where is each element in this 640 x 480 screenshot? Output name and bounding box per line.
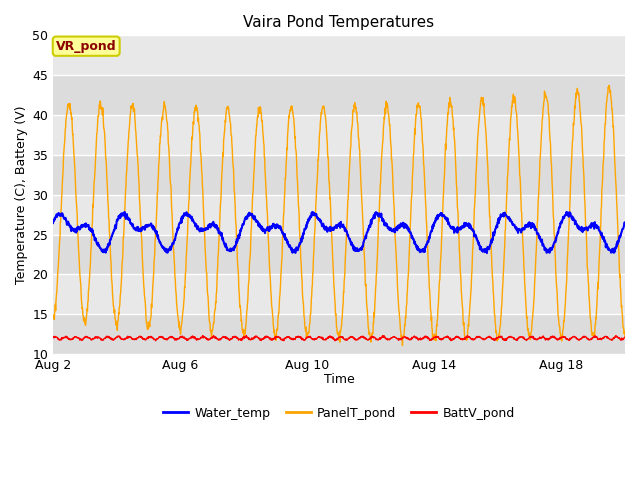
Bar [53, 275, 625, 314]
Y-axis label: Temperature (C), Battery (V): Temperature (C), Battery (V) [15, 106, 28, 284]
Bar [53, 155, 625, 195]
Bar [53, 314, 625, 354]
Legend: Water_temp, PanelT_pond, BattV_pond: Water_temp, PanelT_pond, BattV_pond [158, 402, 520, 425]
Title: Vaira Pond Temperatures: Vaira Pond Temperatures [243, 15, 435, 30]
Text: VR_pond: VR_pond [56, 40, 116, 53]
Bar [53, 235, 625, 275]
X-axis label: Time: Time [324, 373, 355, 386]
Bar [53, 36, 625, 75]
Bar [53, 195, 625, 235]
Bar [53, 75, 625, 115]
Bar [53, 115, 625, 155]
